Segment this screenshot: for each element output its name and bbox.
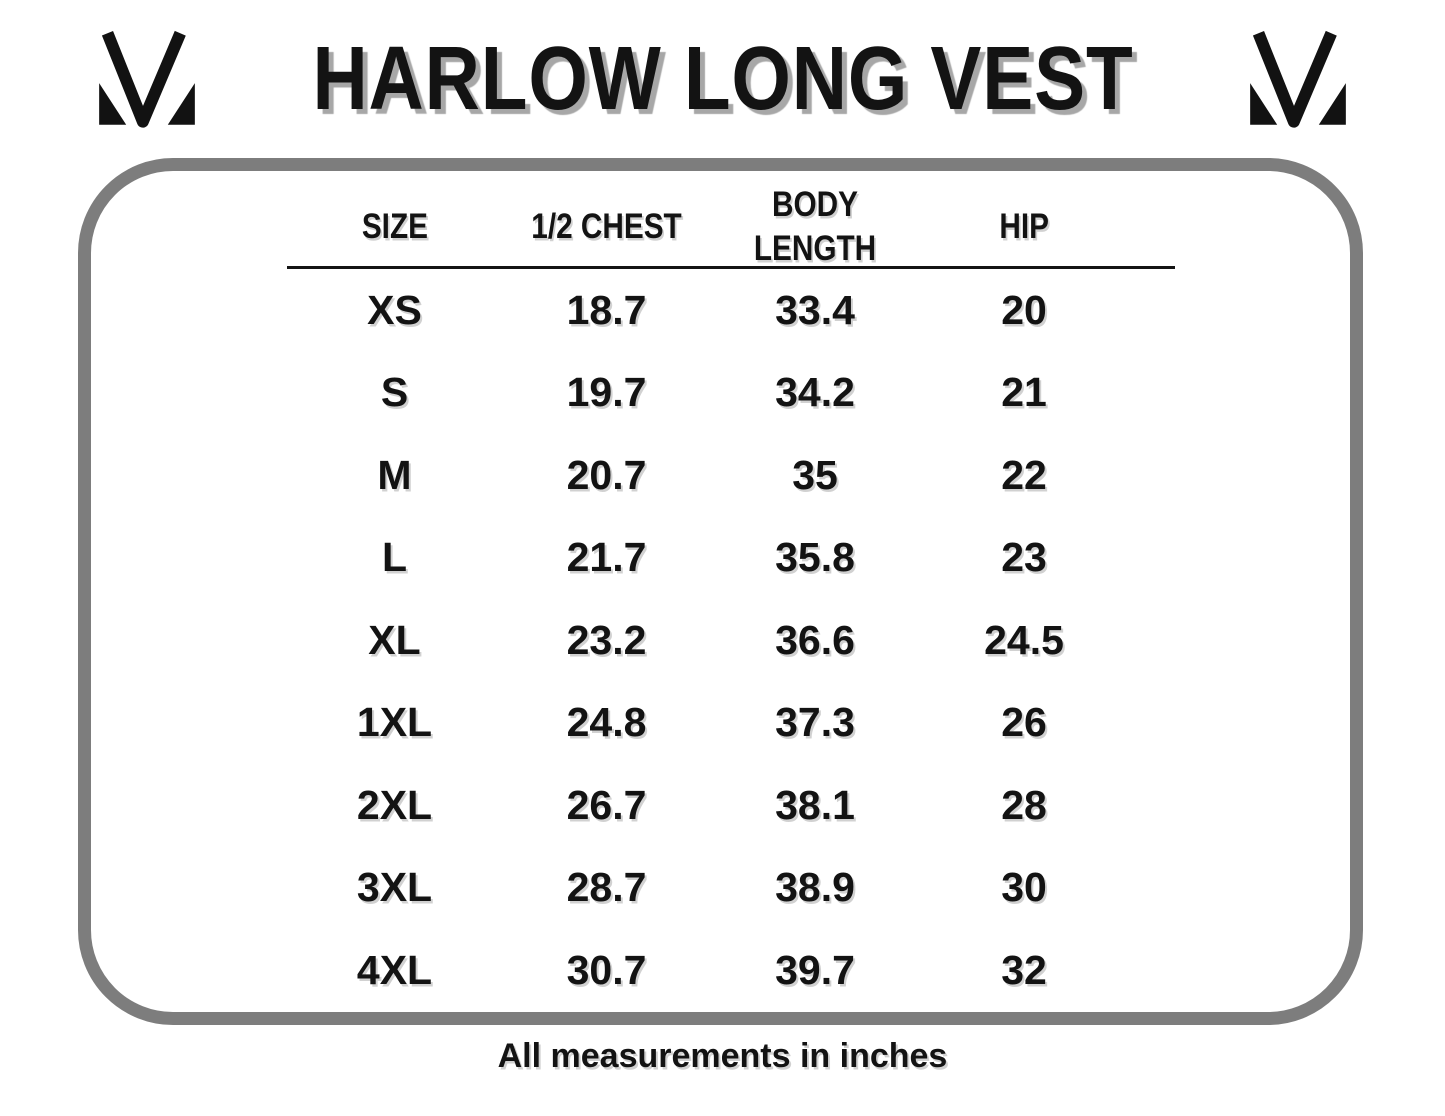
size-chart-card: SIZE 1/2 CHEST BODY LENGTH HIP XS 18.7 3… — [78, 158, 1363, 1025]
brand-m-logo-icon — [98, 30, 195, 128]
row-xl: XL 23.2 36.6 24.5 — [287, 599, 1175, 682]
cell-half-chest: 26.7 — [566, 781, 647, 828]
brand-band: HARLOW LONG VEST — [0, 22, 1445, 136]
cell-size: XL — [368, 616, 421, 663]
cell-size: L — [381, 534, 408, 581]
col-header-hip: HIP — [919, 207, 1129, 247]
measurements-footnote: All measurements in inches — [497, 1037, 948, 1075]
cell-half-chest: 19.7 — [566, 369, 647, 416]
cell-body-length: 37.3 — [775, 699, 855, 746]
cell-half-chest: 28.7 — [566, 864, 647, 911]
col-header-size: SIZE — [287, 207, 502, 247]
cell-half-chest: 24.8 — [566, 699, 647, 746]
cell-size: 4XL — [356, 946, 433, 993]
cell-hip: 32 — [1001, 946, 1047, 993]
cell-hip: 26 — [1001, 699, 1047, 746]
row-3xl: 3XL 28.7 38.9 30 — [287, 847, 1175, 930]
cell-body-length: 34.2 — [775, 369, 855, 416]
cell-hip: 23 — [1001, 534, 1047, 581]
cell-hip: 22 — [1001, 451, 1047, 498]
cell-size: XS — [367, 286, 422, 333]
cell-body-length: 35.8 — [775, 534, 855, 581]
cell-body-length: 39.7 — [775, 946, 855, 993]
row-1xl: 1XL 24.8 37.3 26 — [287, 682, 1175, 765]
cell-half-chest: 21.7 — [566, 534, 647, 581]
row-l: L 21.7 35.8 23 — [287, 517, 1175, 600]
row-s: S 19.7 34.2 21 — [287, 352, 1175, 435]
col-header-hip-label: HIP — [999, 206, 1049, 246]
cell-hip: 20 — [1001, 286, 1047, 333]
cell-hip: 28 — [1001, 781, 1047, 828]
cell-size: S — [380, 369, 409, 416]
cell-size: M — [377, 451, 412, 498]
cell-size: 3XL — [356, 864, 433, 911]
page-title: HARLOW LONG VEST — [240, 34, 1206, 124]
table-body: XS 18.7 33.4 20 S 19.7 34.2 21 M 20.7 35… — [287, 269, 1175, 1012]
cell-body-length: 38.1 — [775, 781, 855, 828]
col-header-size-label: SIZE — [361, 206, 428, 246]
row-m: M 20.7 35 22 — [287, 434, 1175, 517]
cell-hip: 24.5 — [984, 616, 1064, 663]
col-header-body-length-label: BODY LENGTH — [753, 185, 877, 268]
cell-half-chest: 23.2 — [566, 616, 647, 663]
col-header-half-chest-label: 1/2 CHEST — [531, 206, 682, 246]
cell-body-length: 33.4 — [775, 286, 855, 333]
col-header-body-length: BODY LENGTH — [711, 183, 919, 271]
cell-body-length: 35 — [792, 451, 838, 498]
row-2xl: 2XL 26.7 38.1 28 — [287, 764, 1175, 847]
cell-half-chest: 18.7 — [566, 286, 647, 333]
row-xs: XS 18.7 33.4 20 — [287, 269, 1175, 352]
col-header-half-chest: 1/2 CHEST — [502, 207, 711, 247]
cell-hip: 21 — [1001, 369, 1047, 416]
page-title-text: HARLOW LONG VEST — [311, 29, 1134, 129]
brand-m-logo-icon — [1250, 30, 1347, 128]
cell-hip: 30 — [1001, 864, 1047, 911]
cell-half-chest: 20.7 — [566, 451, 647, 498]
header-divider-line — [287, 266, 1175, 269]
cell-size: 2XL — [356, 781, 433, 828]
cell-body-length: 38.9 — [775, 864, 855, 911]
row-4xl: 4XL 30.7 39.7 32 — [287, 929, 1175, 1012]
cell-half-chest: 30.7 — [566, 946, 647, 993]
cell-body-length: 36.6 — [775, 616, 855, 663]
size-table: SIZE 1/2 CHEST BODY LENGTH HIP XS 18.7 3… — [287, 171, 1175, 1012]
table-header-row: SIZE 1/2 CHEST BODY LENGTH HIP — [287, 171, 1175, 268]
cell-size: 1XL — [356, 699, 433, 746]
